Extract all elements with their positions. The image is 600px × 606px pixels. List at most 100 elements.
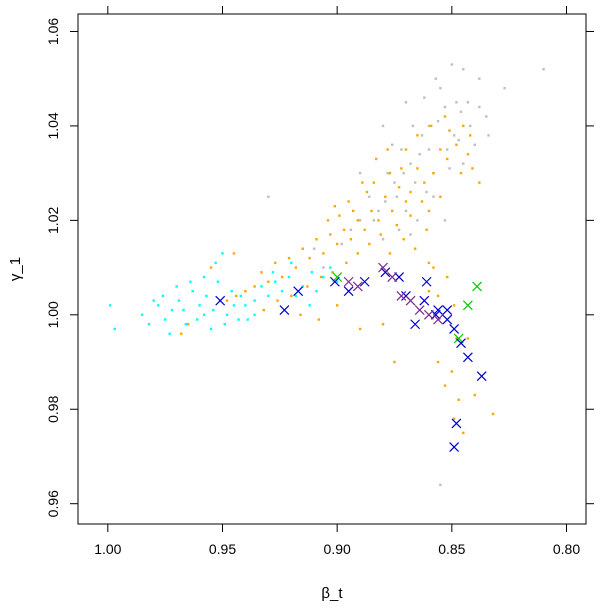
- data-point: [402, 171, 405, 175]
- data-point: [253, 299, 256, 302]
- data-point: [485, 115, 488, 118]
- data-point: [340, 242, 343, 246]
- data-point: [212, 308, 215, 312]
- data-point: [423, 181, 426, 184]
- data-point: [177, 299, 181, 302]
- data-point: [397, 186, 401, 189]
- data-point: [205, 294, 208, 298]
- data-point: [239, 294, 243, 298]
- data-point: [209, 327, 213, 331]
- data-point: [420, 200, 424, 203]
- data-point: [459, 110, 463, 113]
- data-point: [491, 412, 495, 416]
- data-point: [262, 308, 265, 312]
- data-point: [384, 195, 387, 198]
- data-point-cross: [352, 281, 363, 292]
- data-point: [427, 124, 431, 128]
- data-point: [450, 370, 454, 373]
- data-point: [186, 323, 190, 326]
- data-point: [432, 195, 435, 198]
- data-point: [462, 162, 465, 165]
- data-point: [400, 148, 403, 151]
- data-point: [202, 275, 206, 279]
- data-point: [191, 289, 194, 293]
- data-point-cross: [396, 290, 407, 301]
- y-tick-label: 1.04: [45, 112, 61, 139]
- data-point-cross: [442, 314, 453, 325]
- data-point: [462, 68, 465, 71]
- data-point: [459, 171, 463, 175]
- data-point: [157, 304, 160, 307]
- data-point: [363, 228, 366, 232]
- data-point: [478, 105, 481, 109]
- data-point: [271, 271, 275, 274]
- data-point: [141, 313, 144, 317]
- data-point: [368, 242, 371, 246]
- data-point: [386, 171, 389, 175]
- data-point: [404, 148, 408, 151]
- y-tick-label: 1.00: [45, 301, 61, 328]
- data-point: [432, 266, 435, 269]
- data-point: [196, 318, 199, 321]
- data-point: [345, 261, 348, 265]
- data-point: [202, 313, 206, 317]
- data-point: [388, 171, 392, 175]
- data-point: [432, 171, 435, 175]
- x-tick-label: 1.00: [94, 541, 121, 557]
- data-point-cross: [442, 305, 453, 316]
- data-point: [466, 337, 470, 340]
- data-point: [306, 285, 309, 288]
- data-point: [225, 299, 229, 302]
- data-point: [379, 233, 382, 236]
- data-point: [287, 256, 291, 260]
- data-point: [462, 431, 465, 435]
- data-point: [237, 318, 240, 321]
- data-point: [267, 195, 270, 198]
- data-point: [468, 134, 472, 137]
- data-point: [429, 124, 433, 128]
- data-point-cross: [433, 314, 443, 325]
- data-point: [402, 238, 405, 241]
- data-point: [400, 167, 403, 170]
- data-point: [322, 275, 325, 279]
- x-axis-label: β_t: [321, 585, 343, 602]
- x-tick-label: 0.95: [209, 541, 236, 557]
- data-point: [274, 261, 277, 265]
- data-point-cross: [462, 352, 473, 363]
- data-point-cross: [451, 418, 462, 429]
- data-point: [452, 304, 456, 307]
- data-point: [329, 233, 332, 236]
- data-point: [108, 304, 112, 307]
- data-point: [439, 483, 442, 487]
- data-point: [446, 148, 449, 151]
- data-point: [455, 143, 458, 147]
- data-point-cross: [476, 371, 487, 382]
- data-point: [356, 252, 360, 255]
- data-point: [347, 200, 350, 203]
- data-point: [372, 181, 376, 184]
- data-point: [381, 238, 385, 241]
- data-point: [232, 304, 236, 307]
- data-point: [299, 313, 302, 317]
- data-point: [290, 294, 293, 298]
- axes-layer: 1.00 0.95 0.90 0.85 0.80 0.96 0.98 1.00 1.02 1.04…: [45, 6, 594, 557]
- data-point-cross: [332, 272, 343, 282]
- data-point: [294, 266, 298, 269]
- data-point: [409, 233, 412, 236]
- data-point: [170, 308, 174, 312]
- y-tick-label: 1.02: [45, 207, 61, 234]
- data-point: [342, 228, 346, 232]
- data-point: [230, 289, 233, 293]
- data-point: [335, 304, 339, 307]
- data-point: [434, 77, 437, 80]
- data-point: [446, 157, 449, 161]
- data-point: [235, 294, 238, 298]
- data-point: [425, 228, 428, 232]
- data-point: [317, 318, 321, 321]
- data-point: [443, 105, 447, 109]
- data-point: [425, 190, 428, 194]
- data-point: [487, 134, 490, 137]
- data-point: [335, 280, 339, 283]
- data-point-cross: [421, 276, 432, 287]
